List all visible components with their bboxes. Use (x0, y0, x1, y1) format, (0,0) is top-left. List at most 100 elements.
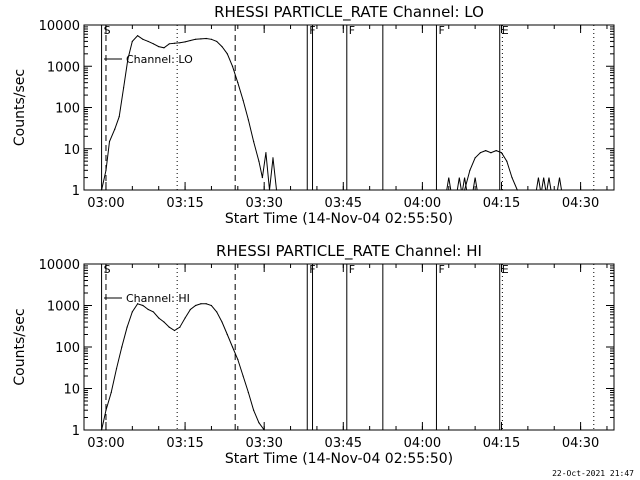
data-point (221, 45, 223, 48)
data-point (200, 303, 202, 305)
x-tick-label: 04:00 (404, 196, 441, 211)
data-point (247, 119, 249, 121)
data-point (258, 422, 260, 424)
x-tick-label: 03:15 (166, 436, 203, 451)
data-series-line (464, 150, 518, 191)
count-spike (535, 177, 541, 191)
count-spike (462, 177, 468, 191)
y-tick-label: 10000 (39, 258, 80, 273)
event-marker-label: F (438, 263, 444, 276)
count-spike (541, 177, 547, 191)
data-point (173, 42, 176, 44)
data-point (490, 152, 492, 154)
y-tick-label: 10000 (39, 19, 80, 34)
legend-label: Channel: HI (126, 292, 190, 305)
data-point (253, 409, 255, 411)
data-point (463, 189, 466, 191)
x-tick-label: 03:00 (87, 196, 124, 211)
count-spike (546, 177, 552, 191)
data-point (105, 169, 107, 171)
data-point (127, 58, 129, 60)
data-point (122, 87, 125, 89)
chart-panel-1: RHESSI PARTICLE_RATE Channel: LOSFFFE110… (12, 3, 615, 227)
event-marker-label: S (104, 24, 111, 37)
data-point (226, 53, 228, 55)
data-point (511, 176, 513, 179)
y-axis-label: Counts/sec (12, 69, 28, 146)
y-tick-label: 100 (55, 102, 80, 117)
data-point (179, 326, 181, 328)
data-point (110, 391, 112, 394)
data-point (247, 391, 249, 394)
data-point (100, 429, 103, 431)
data-point (275, 189, 278, 191)
y-tick-label: 1000 (47, 60, 80, 75)
count-spike (557, 177, 562, 191)
data-point (168, 326, 170, 328)
data-point (142, 304, 144, 307)
y-tick-label: 10 (63, 383, 80, 398)
data-point (118, 116, 120, 118)
x-tick-label: 04:30 (562, 196, 599, 211)
data-point (242, 375, 244, 377)
data-point (221, 321, 223, 323)
data-point (195, 38, 197, 40)
data-point (474, 157, 476, 159)
data-point (500, 152, 503, 154)
data-point (226, 333, 228, 336)
y-tick-label: 1000 (47, 300, 80, 315)
data-point (131, 311, 133, 313)
data-point (158, 45, 160, 48)
data-point (152, 43, 155, 45)
count-spike (446, 177, 452, 191)
event-marker-label: F (438, 24, 444, 37)
data-point (506, 160, 508, 162)
data-point (163, 47, 165, 49)
data-point (131, 40, 133, 43)
data-point (137, 35, 139, 37)
data-point (200, 38, 202, 40)
data-point (173, 329, 176, 332)
data-point (100, 189, 103, 191)
data-point (179, 42, 181, 44)
data-point (163, 321, 165, 323)
data-point (205, 37, 207, 40)
chart-title: RHESSI PARTICLE_RATE Channel: HI (216, 242, 482, 261)
data-point (210, 304, 213, 307)
data-point (237, 358, 239, 361)
data-point (265, 152, 267, 154)
data-point (105, 409, 107, 411)
data-point (272, 157, 274, 159)
data-point (108, 140, 111, 143)
data-point (495, 150, 497, 152)
data-point (189, 39, 191, 42)
event-marker-label: F (349, 24, 355, 37)
data-point (147, 308, 149, 311)
data-point (121, 346, 123, 348)
legend-label: Channel: LO (126, 53, 193, 66)
data-point (258, 160, 260, 162)
x-tick-label: 04:00 (404, 436, 441, 451)
x-tick-label: 03:15 (166, 196, 203, 211)
data-point (115, 368, 118, 370)
x-tick-label: 04:30 (562, 436, 599, 451)
footer-timestamp: 22-Oct-2021 21:47 (552, 469, 634, 478)
x-tick-label: 03:45 (325, 436, 362, 451)
data-point (205, 303, 207, 305)
data-point (195, 304, 197, 307)
chart-panel-2: RHESSI PARTICLE_RATE Channel: HISFFFE110… (12, 242, 615, 467)
data-point (253, 140, 255, 143)
data-point (469, 169, 471, 171)
event-marker-label: F (349, 263, 355, 276)
data-series-line (101, 303, 265, 431)
data-point (126, 326, 128, 328)
event-marker-label: E (502, 24, 509, 37)
y-tick-label: 1 (72, 424, 80, 439)
data-point (114, 128, 116, 130)
x-tick-label: 04:15 (483, 436, 520, 451)
y-tick-label: 10 (63, 143, 80, 158)
data-point (137, 303, 139, 305)
event-marker-label: E (502, 263, 509, 276)
data-point (261, 176, 264, 179)
